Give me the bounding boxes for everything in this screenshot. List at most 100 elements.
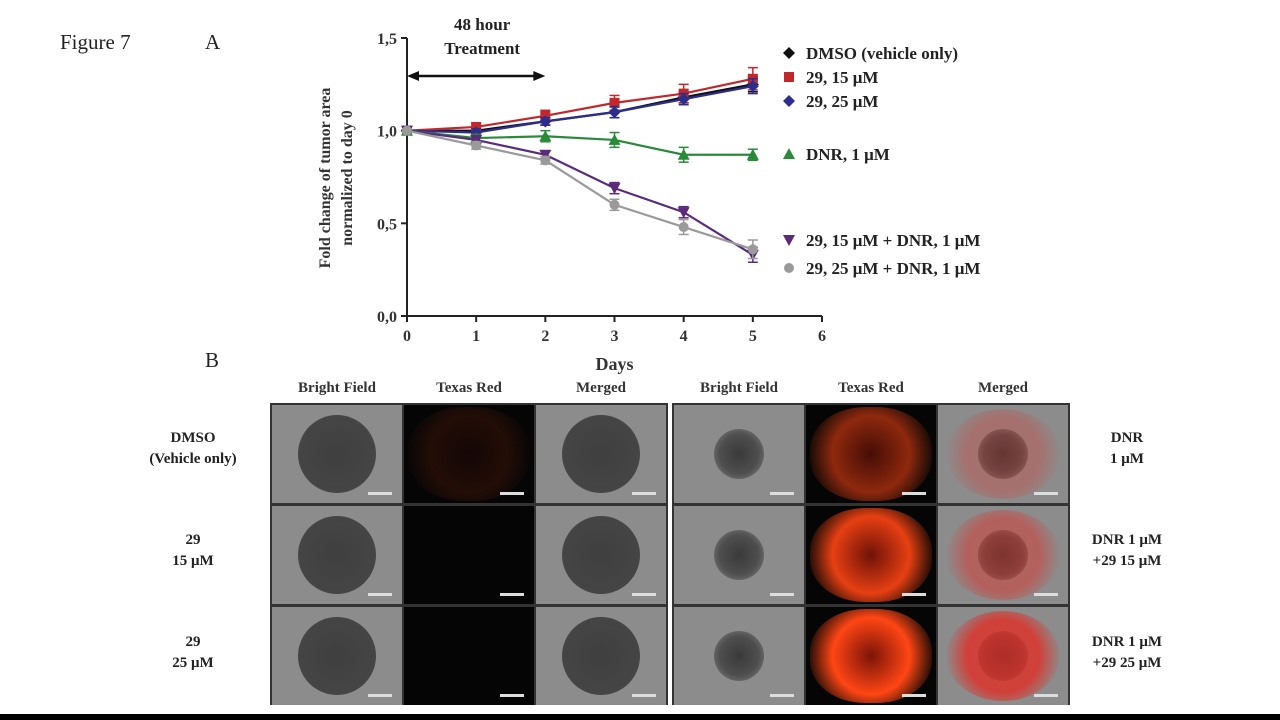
- data-point: [746, 148, 759, 160]
- bright-field-image: [272, 607, 402, 705]
- row-label-dnr: DNR 1 μM: [1110, 430, 1144, 467]
- legend-label: 29, 25 μM + DNR, 1 μM: [806, 259, 980, 278]
- y-tick-label: 1,5: [377, 31, 397, 48]
- y-tick-label: 1,0: [377, 124, 397, 141]
- data-point: [608, 133, 621, 145]
- x-tick-label: 2: [541, 328, 549, 345]
- fluorescence-image: [404, 506, 534, 604]
- fluorescence-image: [806, 506, 936, 604]
- bright-field-image: [674, 506, 804, 604]
- series-line-0: [407, 83, 754, 132]
- data-point: [470, 134, 483, 146]
- data-point: [747, 244, 758, 255]
- x-tick-label: 5: [749, 328, 757, 345]
- data-point: [539, 130, 552, 142]
- merged-image: [536, 405, 666, 503]
- red-signal: [810, 407, 932, 501]
- fluorescence-image: [806, 607, 936, 705]
- col-header-bright-field-left: Bright Field: [298, 380, 376, 396]
- data-point: [677, 148, 690, 160]
- x-tick-label: 1: [472, 328, 480, 345]
- data-point: [678, 222, 689, 233]
- merged-image: [536, 607, 666, 705]
- legend-marker: [784, 72, 794, 82]
- red-overlay: [946, 611, 1060, 701]
- data-point: [677, 93, 690, 106]
- merged-image: [938, 506, 1068, 604]
- tumor-spheroid: [978, 530, 1028, 580]
- x-axis-label: Days: [595, 354, 633, 374]
- data-point: [471, 140, 482, 151]
- scale-bar: [500, 694, 524, 697]
- y-axis-label-line2: normalized to day 0: [339, 110, 356, 246]
- legend-marker: [784, 263, 794, 273]
- legend-marker: [783, 235, 795, 246]
- scale-bar: [902, 593, 926, 596]
- bright-field-image: [674, 607, 804, 705]
- annotation-arrow-left: [407, 71, 419, 81]
- merged-image: [536, 506, 666, 604]
- col-header-texas-red-left: Texas Red: [436, 380, 502, 396]
- bright-field-image: [272, 506, 402, 604]
- scale-bar: [500, 492, 524, 495]
- data-point: [402, 125, 412, 136]
- series-line-4: [406, 129, 754, 256]
- tumor-spheroid: [562, 415, 640, 493]
- legend-marker: [783, 95, 795, 107]
- scale-bar: [770, 694, 794, 697]
- col-header-merged-left: Merged: [576, 380, 626, 396]
- data-point: [609, 97, 620, 108]
- fluorescence-image: [404, 607, 534, 705]
- data-point: [540, 155, 551, 166]
- x-tick-label: 6: [818, 328, 826, 345]
- scale-bar: [632, 694, 656, 697]
- figure-label: Figure 7: [60, 30, 131, 54]
- scale-bar: [632, 593, 656, 596]
- row-label-29-15: 29 15 μM: [172, 532, 214, 569]
- tumor-spheroid: [298, 617, 376, 695]
- row-label-dmso: DMSO (Vehicle only): [149, 430, 237, 467]
- tumor-spheroid: [978, 429, 1028, 479]
- tumor-spheroid: [714, 530, 764, 580]
- annotation-line1: 48 hour: [454, 15, 511, 34]
- tumor-spheroid: [562, 516, 640, 594]
- x-tick-label: 3: [611, 328, 619, 345]
- data-point: [746, 80, 759, 93]
- scale-bar: [1034, 593, 1058, 596]
- scale-bar: [770, 492, 794, 495]
- scale-bar: [368, 694, 392, 697]
- data-point: [609, 199, 620, 210]
- data-point: [539, 115, 552, 128]
- legend-marker: [783, 148, 795, 159]
- data-point: [539, 149, 552, 161]
- series-line-5: [406, 129, 754, 251]
- series-line-1: [406, 77, 754, 132]
- legend-label: 29, 15 μM: [806, 68, 878, 87]
- annotation-line2: Treatment: [444, 39, 520, 58]
- legend-marker: [783, 47, 795, 59]
- col-header-texas-red-right: Texas Red: [838, 380, 904, 396]
- row-label-dnr-29-15: DNR 1 μM +29 15 μM: [1091, 532, 1163, 569]
- col-header-bright-field-right: Bright Field: [700, 380, 778, 396]
- line-chart: 0,0 0,5 1,0 1,5 0 1 2 3 4 5 6 Days Fold change of tu…: [317, 15, 980, 374]
- tumor-spheroid: [298, 516, 376, 594]
- legend-label: DMSO (vehicle only): [806, 44, 958, 63]
- y-tick-label: 0,0: [377, 309, 397, 326]
- bright-field-image: [272, 405, 402, 503]
- legend-label: 29, 25 μM: [806, 92, 878, 111]
- bottom-rule: [0, 714, 1280, 720]
- annotation-arrow-right: [533, 71, 546, 81]
- scale-bar: [902, 492, 926, 495]
- scale-bar: [902, 694, 926, 697]
- bright-field-image: [674, 405, 804, 503]
- merged-image: [938, 607, 1068, 705]
- fluorescence-image: [806, 405, 936, 503]
- y-tick-label: 0,5: [377, 216, 397, 233]
- red-signal: [408, 407, 530, 501]
- legend-label: DNR, 1 μM: [806, 145, 890, 164]
- data-point: [608, 183, 621, 195]
- tumor-spheroid: [714, 631, 764, 681]
- series-line-3: [406, 129, 753, 156]
- red-signal: [810, 609, 932, 703]
- x-tick-label: 4: [680, 328, 688, 345]
